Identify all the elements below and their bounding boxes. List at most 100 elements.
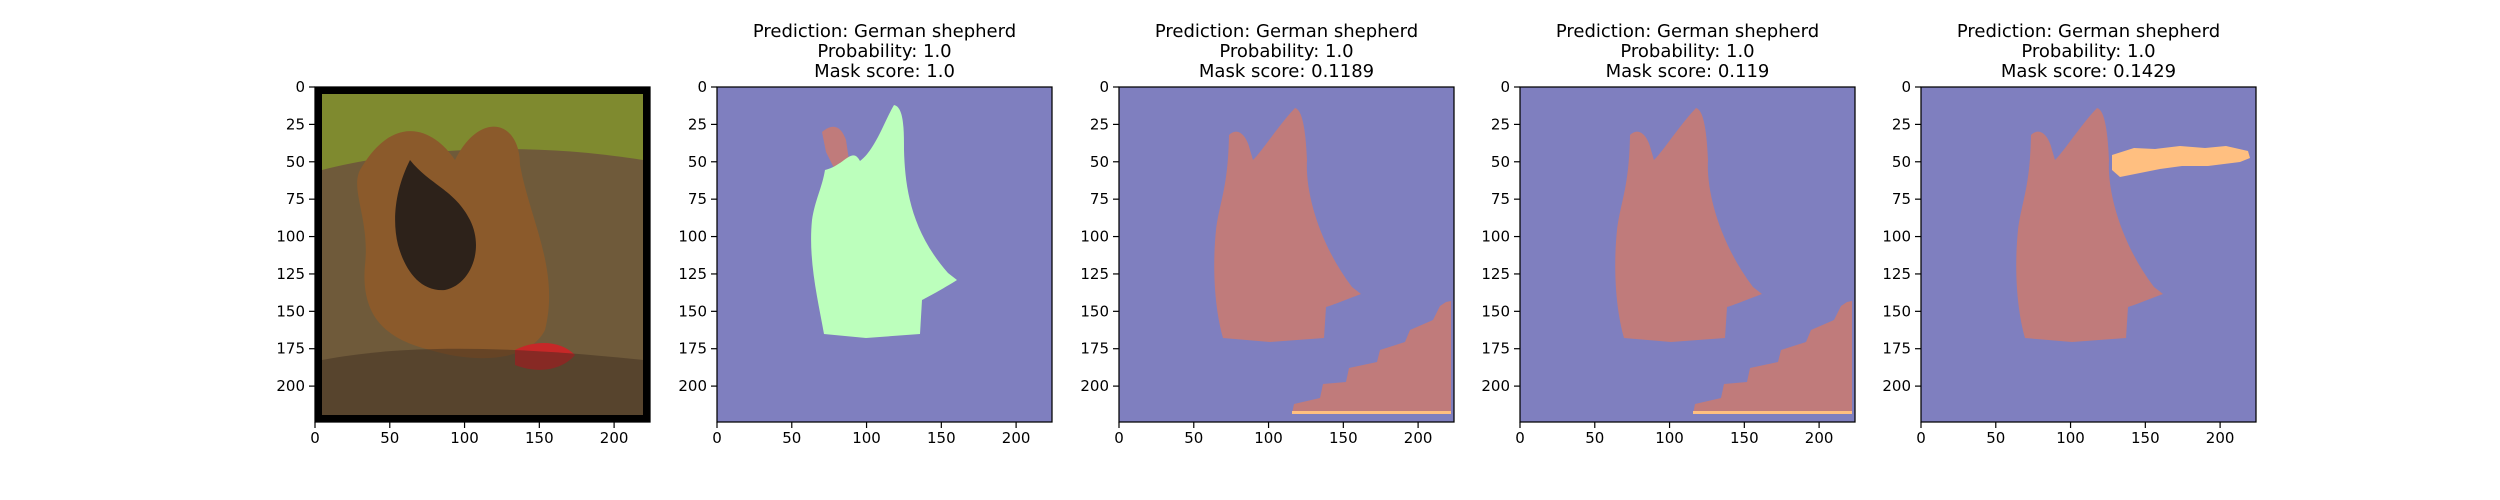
y-tick-label: 150: [678, 302, 707, 320]
dog-ear-mask-1: [822, 126, 849, 170]
background-mask-2: [1292, 301, 1451, 414]
x-tick-label: 100: [852, 429, 881, 447]
x-tick-label: 0: [712, 429, 722, 447]
dog-body-mask-1: [811, 105, 957, 338]
y-tick-label: 25: [1090, 115, 1109, 133]
y-tick-label: 175: [678, 340, 707, 358]
x-tick-label: 50: [380, 429, 399, 447]
x-tick-label: 200: [1805, 429, 1834, 447]
panel-title-line-3: Mask score: 1.0: [814, 61, 955, 82]
photo-dog-face: [395, 160, 476, 291]
panel-title-line-2: Probability: 1.0: [2021, 41, 2155, 62]
panel-title-line-2: Probability: 1.0: [1620, 41, 1754, 62]
y-tick-label: 100: [276, 228, 305, 246]
x-tick-label: 50: [782, 429, 801, 447]
x-tick-label: 150: [525, 429, 554, 447]
y-tick-label: 175: [1882, 340, 1911, 358]
panel-title-line-3: Mask score: 0.1189: [1199, 61, 1374, 82]
y-tick-label: 0: [1099, 78, 1109, 96]
mask-title-2: Prediction: German shepherdProbability: …: [1155, 21, 1418, 82]
mask-axes-frame-4: [1920, 86, 2257, 423]
x-tick-label: 0: [1114, 429, 1124, 447]
y-tick-label: 125: [1080, 265, 1109, 283]
x-tick-label: 200: [600, 429, 629, 447]
mask-image-1: [717, 87, 1052, 422]
x-tick-label: 50: [1184, 429, 1203, 447]
y-tick-label: 150: [1882, 302, 1911, 320]
dog-body-mask-3: [1615, 108, 1762, 342]
panel-title-line-2: Probability: 1.0: [1219, 41, 1353, 62]
mask-x-axis-1: 0 50 100 150 200: [712, 422, 1030, 447]
panel-title-line-1: Prediction: German shepherd: [753, 21, 1016, 42]
x-tick-label: 50: [1986, 429, 2005, 447]
input-dog-photo: [315, 87, 650, 422]
mask-title-1: Prediction: German shepherdProbability: …: [753, 21, 1016, 82]
x-tick-label: 100: [450, 429, 479, 447]
mask-axes-frame-1: [716, 86, 1053, 423]
y-tick-label: 100: [1882, 228, 1911, 246]
y-tick-label: 25: [1491, 115, 1510, 133]
input-image-x-axis: 0 50 100 150 200: [310, 422, 628, 447]
input-image-panel: 0 50 100 150 200 0 25 50 75 100 125 150 175 200: [276, 78, 651, 447]
panel-title-line-1: Prediction: German shepherd: [1957, 21, 2220, 42]
y-tick-label: 50: [1090, 153, 1109, 171]
background-mask-3: [1693, 301, 1852, 414]
y-tick-label: 0: [1500, 78, 1510, 96]
y-tick-label: 0: [1901, 78, 1911, 96]
y-tick-label: 100: [1481, 228, 1510, 246]
y-tick-label: 175: [1481, 340, 1510, 358]
edge-line-mask-2: [1292, 411, 1451, 414]
photo-foreground-water: [322, 348, 643, 415]
mask-y-axis-3: 0 25 50 75 100 125 150 175 200: [1481, 78, 1520, 395]
mask-y-axis-1: 0 25 50 75 100 125 150 175 200: [678, 78, 717, 395]
mask-axes-frame-3: [1519, 86, 1856, 423]
y-tick-label: 200: [1882, 377, 1911, 395]
y-tick-label: 50: [688, 153, 707, 171]
mask-panel-4: Prediction: German shepherdProbability: …: [1882, 21, 2257, 447]
panel-title-line-1: Prediction: German shepherd: [1155, 21, 1418, 42]
y-tick-label: 75: [1090, 190, 1109, 208]
y-tick-label: 200: [1481, 377, 1510, 395]
y-tick-label: 200: [1080, 377, 1109, 395]
y-tick-label: 125: [678, 265, 707, 283]
mask-x-axis-2: 0 50 100 150 200: [1114, 422, 1432, 447]
y-tick-label: 175: [276, 340, 305, 358]
y-tick-label: 150: [1080, 302, 1109, 320]
y-tick-label: 150: [1481, 302, 1510, 320]
y-tick-label: 50: [286, 153, 305, 171]
x-tick-label: 150: [2131, 429, 2160, 447]
dog-body-mask-2: [1214, 108, 1361, 342]
dog-body-mask-4: [2016, 108, 2163, 342]
x-tick-label: 200: [1002, 429, 1031, 447]
y-tick-label: 125: [1882, 265, 1911, 283]
panel-title-line-3: Mask score: 0.119: [1606, 61, 1770, 82]
x-tick-label: 100: [1254, 429, 1283, 447]
y-tick-label: 75: [286, 190, 305, 208]
y-tick-label: 200: [276, 377, 305, 395]
x-tick-label: 200: [2206, 429, 2235, 447]
y-tick-label: 125: [276, 265, 305, 283]
mask-panel-2: Prediction: German shepherdProbability: …: [1080, 21, 1455, 447]
y-tick-label: 175: [1080, 340, 1109, 358]
mask-title-3: Prediction: German shepherdProbability: …: [1556, 21, 1819, 82]
y-tick-label: 50: [1491, 153, 1510, 171]
y-tick-label: 0: [295, 78, 305, 96]
x-tick-label: 100: [2056, 429, 2085, 447]
y-tick-label: 50: [1892, 153, 1911, 171]
mask-image-3: [1520, 87, 1855, 422]
mask-image-2: [1119, 87, 1454, 422]
mask-image-4: [1921, 87, 2256, 422]
x-tick-label: 150: [927, 429, 956, 447]
y-tick-label: 75: [1491, 190, 1510, 208]
y-tick-label: 25: [688, 115, 707, 133]
mask-panel-3: Prediction: German shepherdProbability: …: [1481, 21, 1856, 447]
mask-y-axis-2: 0 25 50 75 100 125 150 175 200: [1080, 78, 1119, 395]
y-tick-label: 0: [697, 78, 707, 96]
y-tick-label: 150: [276, 302, 305, 320]
y-tick-label: 25: [1892, 115, 1911, 133]
mask-panel-1: Prediction: German shepherdProbability: …: [678, 21, 1053, 447]
x-tick-label: 0: [1916, 429, 1926, 447]
x-tick-label: 200: [1404, 429, 1433, 447]
mask-title-4: Prediction: German shepherdProbability: …: [1957, 21, 2220, 82]
